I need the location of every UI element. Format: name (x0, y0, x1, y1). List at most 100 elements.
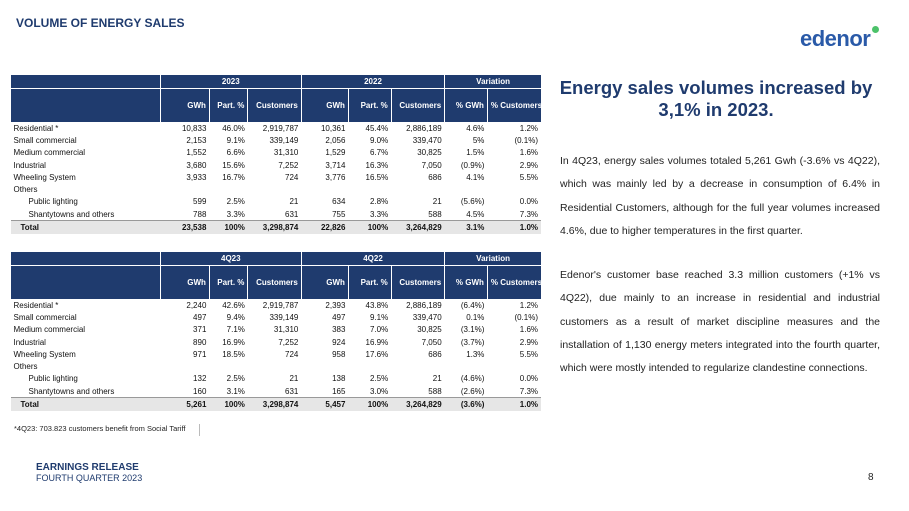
cell: 7.0% (369, 325, 389, 335)
cell: 924 (332, 337, 346, 347)
total-row: Total 5,261 100% 3,298,874 5,457 100% 3,264,82… (10, 397, 541, 411)
cell: 2.8% (369, 197, 389, 207)
row-label: Medium commercial (13, 325, 86, 335)
cell: 971 (193, 349, 207, 359)
column-header: % Customers (486, 265, 541, 299)
table-row: Shantytowns and others 788 3.3% 631 755 3.3% 5… (11, 208, 542, 221)
cell: 7,252 (278, 160, 299, 170)
row-label: Shantytowns and others (28, 386, 115, 396)
row-label: Small commercial (13, 135, 77, 145)
cell: 5% (472, 135, 485, 145)
cell: 0.0% (519, 374, 538, 384)
cell: 1.2% (519, 123, 538, 133)
cell: 7.3% (519, 209, 538, 219)
cell: 383 (332, 325, 346, 335)
cell: 890 (193, 337, 207, 347)
sales-table: 4Q23 4Q22 Variation GWh Part. % Customers GWh P… (10, 252, 541, 411)
row-label: Residential * (13, 300, 59, 310)
row-label: Industrial (13, 337, 46, 347)
cell: 3.1% (444, 220, 488, 234)
cell: 2,886,189 (406, 123, 442, 133)
cell: 15.6% (222, 160, 245, 170)
cell: 788 (193, 209, 207, 219)
column-header: Part. % (347, 88, 392, 122)
cell: 100% (348, 220, 392, 234)
cell: 339,149 (269, 135, 299, 145)
table-row: Small commercial 497 9.4% 339,149 497 9.1% 339… (11, 311, 542, 323)
column-header: Customers (390, 265, 445, 299)
cell: 3,933 (186, 172, 207, 182)
page-number: 8 (868, 472, 874, 483)
cell: 10,361 (320, 123, 346, 133)
cell (160, 360, 541, 372)
row-label: Shantytowns and others (28, 209, 115, 219)
cell: 1.5% (466, 148, 485, 158)
cell: 31,310 (273, 148, 299, 158)
footnote: *4Q23: 703.823 customers benefit from So… (14, 424, 201, 436)
cell: 634 (332, 197, 346, 207)
cell: (0.1%) (514, 135, 538, 145)
row-label: Public lighting (28, 374, 78, 384)
column-header: % GWh (444, 265, 488, 299)
cell: 2.5% (369, 374, 389, 384)
cell: 21 (289, 374, 299, 384)
cell: 132 (193, 374, 207, 384)
cell: 2,056 (325, 135, 346, 145)
cell: 631 (285, 386, 299, 396)
side-heading: Energy sales volumes increased by 3,1% i… (559, 77, 873, 120)
header-cell (10, 252, 161, 266)
cell: 3.0% (369, 386, 389, 396)
cell: 755 (332, 209, 346, 219)
table-row: Wheeling System 3,933 16.7% 724 3,776 16.5% 68… (11, 171, 542, 183)
cell: 138 (332, 374, 346, 384)
cell: 2,240 (186, 300, 207, 310)
cell: 339,149 (269, 312, 299, 322)
cell: (3.7%) (460, 337, 485, 347)
table-row: Residential * 10,833 46.0% 2,919,787 10,361 4… (11, 122, 542, 134)
cell: 3.3% (369, 209, 389, 219)
row-label: Industrial (13, 160, 46, 170)
column-row: GWh Part. % Customers GWh Part. % Customers% … (10, 265, 541, 299)
cell: 1.2% (519, 300, 538, 310)
cell: 5,457 (301, 397, 349, 411)
cell: 1,529 (325, 148, 346, 158)
cell: 958 (332, 349, 346, 359)
cell: 588 (428, 209, 442, 219)
group-header: Variation (444, 75, 541, 89)
cell: 30,825 (417, 148, 442, 158)
cell: (3.1%) (460, 325, 485, 335)
cell: 588 (428, 386, 442, 396)
cell: 3.1% (226, 386, 245, 396)
cell: 599 (193, 197, 207, 207)
cell: 6.7% (369, 148, 389, 158)
header-cell (10, 265, 161, 299)
header-cell (10, 88, 161, 122)
row-label: Small commercial (13, 312, 77, 322)
cell: 1.6% (519, 148, 538, 158)
column-header: Part. % (347, 265, 392, 299)
cell: 30,825 (417, 325, 442, 335)
table-row: Industrial 890 16.9% 7,252 924 16.9% 7,050 (3.7… (11, 336, 542, 348)
cell: 31,310 (273, 325, 299, 335)
cell: 18.5% (222, 349, 245, 359)
cell: 17.6% (365, 349, 389, 359)
cell: 2.5% (226, 197, 245, 207)
cell: 7.3% (519, 386, 538, 396)
cell: 7,050 (421, 160, 442, 170)
row-label: Residential * (13, 123, 59, 133)
column-header: Part. % (208, 265, 248, 299)
row-label: Total (10, 220, 161, 234)
cell: 4.1% (466, 172, 485, 182)
cell: 21 (289, 197, 299, 207)
column-header: GWh (300, 265, 349, 299)
cell: (0.9%) (460, 160, 485, 170)
column-header: % Customers (486, 88, 541, 122)
cell: 1,552 (186, 148, 207, 158)
column-row: GWh Part. % Customers GWh Part. % Customers% … (10, 88, 541, 122)
cell: (0.1%) (514, 312, 538, 322)
title: VOLUME OF ENERGY SALES (16, 16, 185, 30)
table-row: Public lighting 132 2.5% 21 138 2.5% 21 (4.6%) 0… (11, 373, 542, 385)
cell: 2,919,787 (262, 300, 299, 310)
cell: 3,298,874 (247, 397, 302, 411)
